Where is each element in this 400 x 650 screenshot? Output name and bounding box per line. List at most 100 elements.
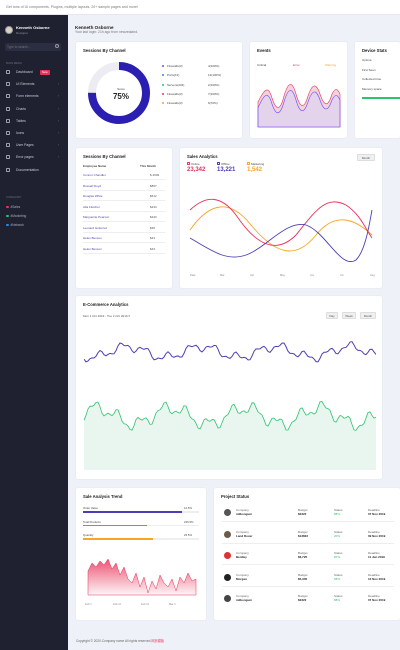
menu-icon <box>6 167 10 172</box>
sidebar-item-ui-elements[interactable]: UI Elements › <box>0 79 68 89</box>
x-tick-label: Mar <box>220 273 225 277</box>
device-stats-card: Device Stats Uptime First Seen Collected t… <box>355 42 400 138</box>
employee-name-link[interactable]: Connor Chandler <box>83 173 106 177</box>
sidebar-item-error-pages[interactable]: Error pages › <box>0 152 68 162</box>
category-item[interactable]: #Network <box>6 223 24 227</box>
company-name: milkongum <box>236 512 253 516</box>
chevron-right-icon: › <box>58 131 60 135</box>
legend-dot <box>162 74 164 77</box>
x-tick-label: May <box>280 273 286 277</box>
footer-link[interactable]: 网页模板 <box>151 639 165 643</box>
store-icon <box>217 162 220 165</box>
sidebar-item-tables[interactable]: Tables › <box>0 116 68 126</box>
legend-value: 2(100%) <box>208 82 220 87</box>
budget-value: $13822 <box>298 533 309 538</box>
employee-name-link[interactable]: Helen Benson <box>83 236 102 240</box>
company-logo <box>224 595 231 602</box>
x-tick-label: Aug <box>370 273 375 277</box>
budget-value: $6,725 <box>298 555 308 559</box>
status-value: 68% <box>334 576 341 581</box>
menu-icon <box>6 131 10 135</box>
card-title: Project Status <box>221 494 250 499</box>
budget-value: $5,335 <box>298 576 308 581</box>
sidebar-section-main: Main Menu <box>6 61 23 65</box>
legend-label: Ports(12) <box>167 73 180 78</box>
progress-label: Order Value <box>83 506 98 510</box>
category-dot <box>6 205 9 209</box>
employee-name-link[interactable]: Marguerite Pearson <box>83 215 110 219</box>
legend-label: Firewalls(3) <box>167 91 183 96</box>
footer-copyright: Copyright © 2020.Company name All rights… <box>76 639 152 643</box>
legend-label: Servers(233) <box>167 82 185 87</box>
deadline-field-label: Deadline <box>368 508 380 512</box>
deadline-value: 10 Nov 2019 <box>368 576 386 581</box>
sidebar-item-icons[interactable]: Icons › <box>0 128 68 138</box>
metric-value: 13,221 <box>217 167 236 173</box>
date-range-select[interactable]: Mon 1 Oct 2019 - Tue 2 Oct 2019 ▾ <box>83 314 130 318</box>
sidebar-item-label: Icons <box>16 131 25 135</box>
page-title: Kenneth Osborne <box>75 25 114 30</box>
employee-name-link[interactable]: Russell Floyd <box>83 183 102 188</box>
company-field-label: Company <box>236 594 249 598</box>
category-label: #Sales <box>10 205 21 209</box>
deadline-field-label: Deadline <box>368 572 380 577</box>
company-field-label: Company <box>236 529 249 534</box>
metric-label: Offline <box>221 161 230 166</box>
sidebar-item-user-pages[interactable]: User Pages › <box>0 140 68 150</box>
menu-icon <box>6 143 10 148</box>
sidebar-item-form-elements[interactable]: Form elements › <box>0 91 68 101</box>
budget-field-label: Budget <box>298 508 308 512</box>
deadline-value: 09 Nov 2019 <box>368 533 386 538</box>
sessions-table-card: Sessions By Channel Employee Name This M… <box>76 148 172 288</box>
event-label-error: Error <box>293 63 300 67</box>
status-value: 87% <box>334 555 341 559</box>
sidebar-search <box>5 43 61 51</box>
sidebar-item-documentation[interactable]: Documentation <box>0 165 68 175</box>
progress-fill <box>83 524 147 527</box>
progress-value: 23.5% <box>184 533 192 537</box>
company-field-label: Company <box>236 551 249 555</box>
x-tick-label: Jul <box>340 273 344 277</box>
x-tick-label: Apr <box>250 273 254 277</box>
sidebar-item-dashboard[interactable]: Dashboard New <box>0 67 68 77</box>
day-button[interactable]: Day <box>326 312 338 319</box>
card-title: Sales Analytics <box>187 154 218 159</box>
category-item[interactable]: #Sales <box>6 205 20 209</box>
sales-analytics-card: Sales Analytics Month Online 23,342 Offlin… <box>180 148 382 288</box>
progress-fill <box>83 538 153 540</box>
budget-field-label: Budget <box>298 572 308 577</box>
card-title: Sale Analysis Trend <box>83 494 123 499</box>
category-dot <box>6 223 9 227</box>
search-icon[interactable] <box>55 44 59 49</box>
metric-label: Marketing <box>251 161 265 166</box>
new-badge: New <box>40 69 50 75</box>
status-field-label: Status <box>334 572 343 577</box>
progress-value: 236.5% <box>184 519 194 524</box>
employee-name-link[interactable]: Douglas White <box>83 194 103 198</box>
sidebar-item-charts[interactable]: Charts › <box>0 104 68 114</box>
sales-line-chart: Date Mar Apr May Jun Jul Aug <box>189 198 375 277</box>
employee-month-value: $43 <box>150 236 156 240</box>
search-input[interactable] <box>7 44 51 50</box>
week-button[interactable]: Week <box>342 312 356 319</box>
month-button[interactable]: Month <box>357 154 375 161</box>
score-label: Score <box>117 87 125 91</box>
employee-name-link[interactable]: Helen Benson <box>83 246 102 251</box>
company-name: Land Rover <box>236 533 253 538</box>
megaphone-icon <box>247 162 250 165</box>
employee-name-link[interactable]: Alta Fletcher <box>83 204 100 209</box>
budget-field-label: Budget <box>298 594 308 598</box>
employee-name-link[interactable]: Leonard Gutierrez <box>83 225 108 230</box>
device-stat-label: Uptime <box>362 58 372 62</box>
progress-label: Total Products <box>83 519 101 524</box>
category-item[interactable]: #Marketing <box>6 214 26 218</box>
footer-text: Copyright © 2020.Company name All rights… <box>76 638 164 643</box>
avatar[interactable] <box>5 26 13 34</box>
sessions-channel-card: Sessions By Channel Score 75% Firewalls(… <box>76 42 242 138</box>
month-button[interactable]: Month <box>360 312 376 319</box>
x-tick-label: Feb 21 <box>141 603 150 606</box>
events-card: Events Critical Error Warning <box>250 42 347 138</box>
metric-value: 23,342 <box>187 167 206 173</box>
score-donut <box>88 62 150 124</box>
progress-value: 12.5% <box>184 506 192 510</box>
